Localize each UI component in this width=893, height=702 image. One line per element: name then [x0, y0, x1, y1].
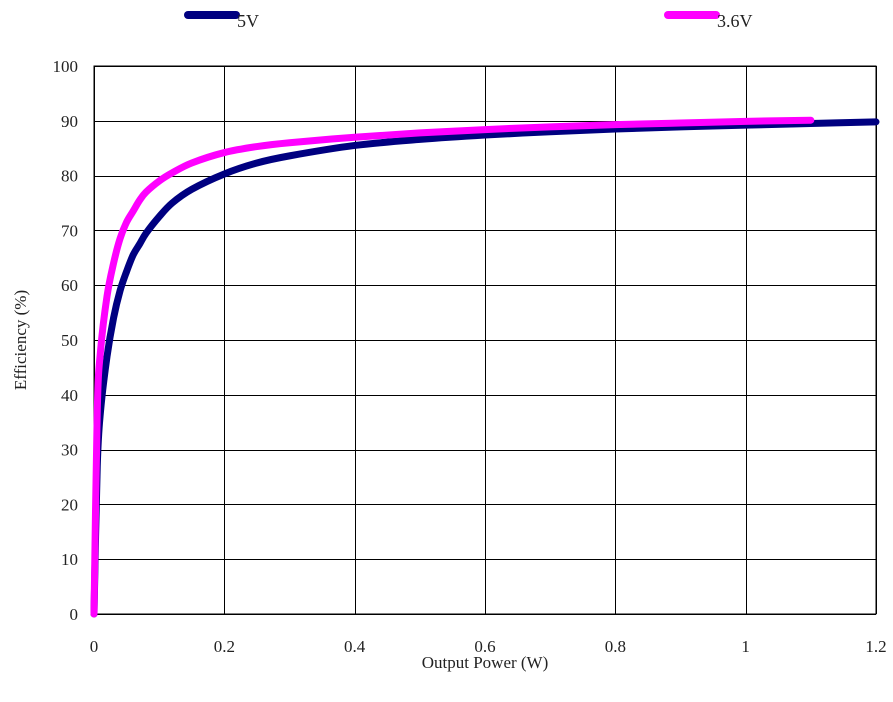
y-axis-title: Efficiency (%)	[11, 290, 30, 390]
x-tick-label-6: 1.2	[865, 637, 886, 656]
x-tick-label-0: 0	[90, 637, 99, 656]
x-tick-label-1: 0.2	[214, 637, 235, 656]
series-layer	[90, 116, 880, 618]
y-tick-label-0: 0	[70, 605, 79, 624]
y-tick-label-10: 100	[53, 57, 79, 76]
y-tick-label-9: 90	[61, 112, 78, 131]
x-tick-label-2: 0.4	[344, 637, 366, 656]
x-tick-label-5: 1	[741, 637, 750, 656]
legend-label-0: 5V	[237, 11, 259, 31]
x-axis-ticks: 0 0.2 0.4 0.6 0.8 1 1.2	[90, 637, 887, 656]
x-tick-label-4: 0.8	[605, 637, 626, 656]
legend-label-1: 3.6V	[717, 11, 753, 31]
y-tick-label-2: 20	[61, 495, 78, 514]
gridlines	[94, 66, 877, 615]
series-line-0	[90, 118, 880, 618]
series-line-1	[90, 116, 815, 618]
y-tick-label-1: 10	[61, 550, 78, 569]
y-tick-label-7: 70	[61, 221, 78, 240]
y-tick-label-3: 30	[61, 441, 78, 460]
legend: 5V 3.6V	[184, 11, 753, 31]
y-tick-label-6: 60	[61, 276, 78, 295]
y-axis-ticks: 0 10 20 30 40 50 60 70 80 90 100	[53, 57, 79, 624]
y-tick-label-4: 40	[61, 386, 78, 405]
x-axis-title: Output Power (W)	[422, 653, 549, 672]
y-tick-label-5: 50	[61, 331, 78, 350]
y-tick-label-8: 80	[61, 167, 78, 186]
plot-frame	[93, 65, 877, 615]
x-tick-label-3: 0.6	[474, 637, 495, 656]
